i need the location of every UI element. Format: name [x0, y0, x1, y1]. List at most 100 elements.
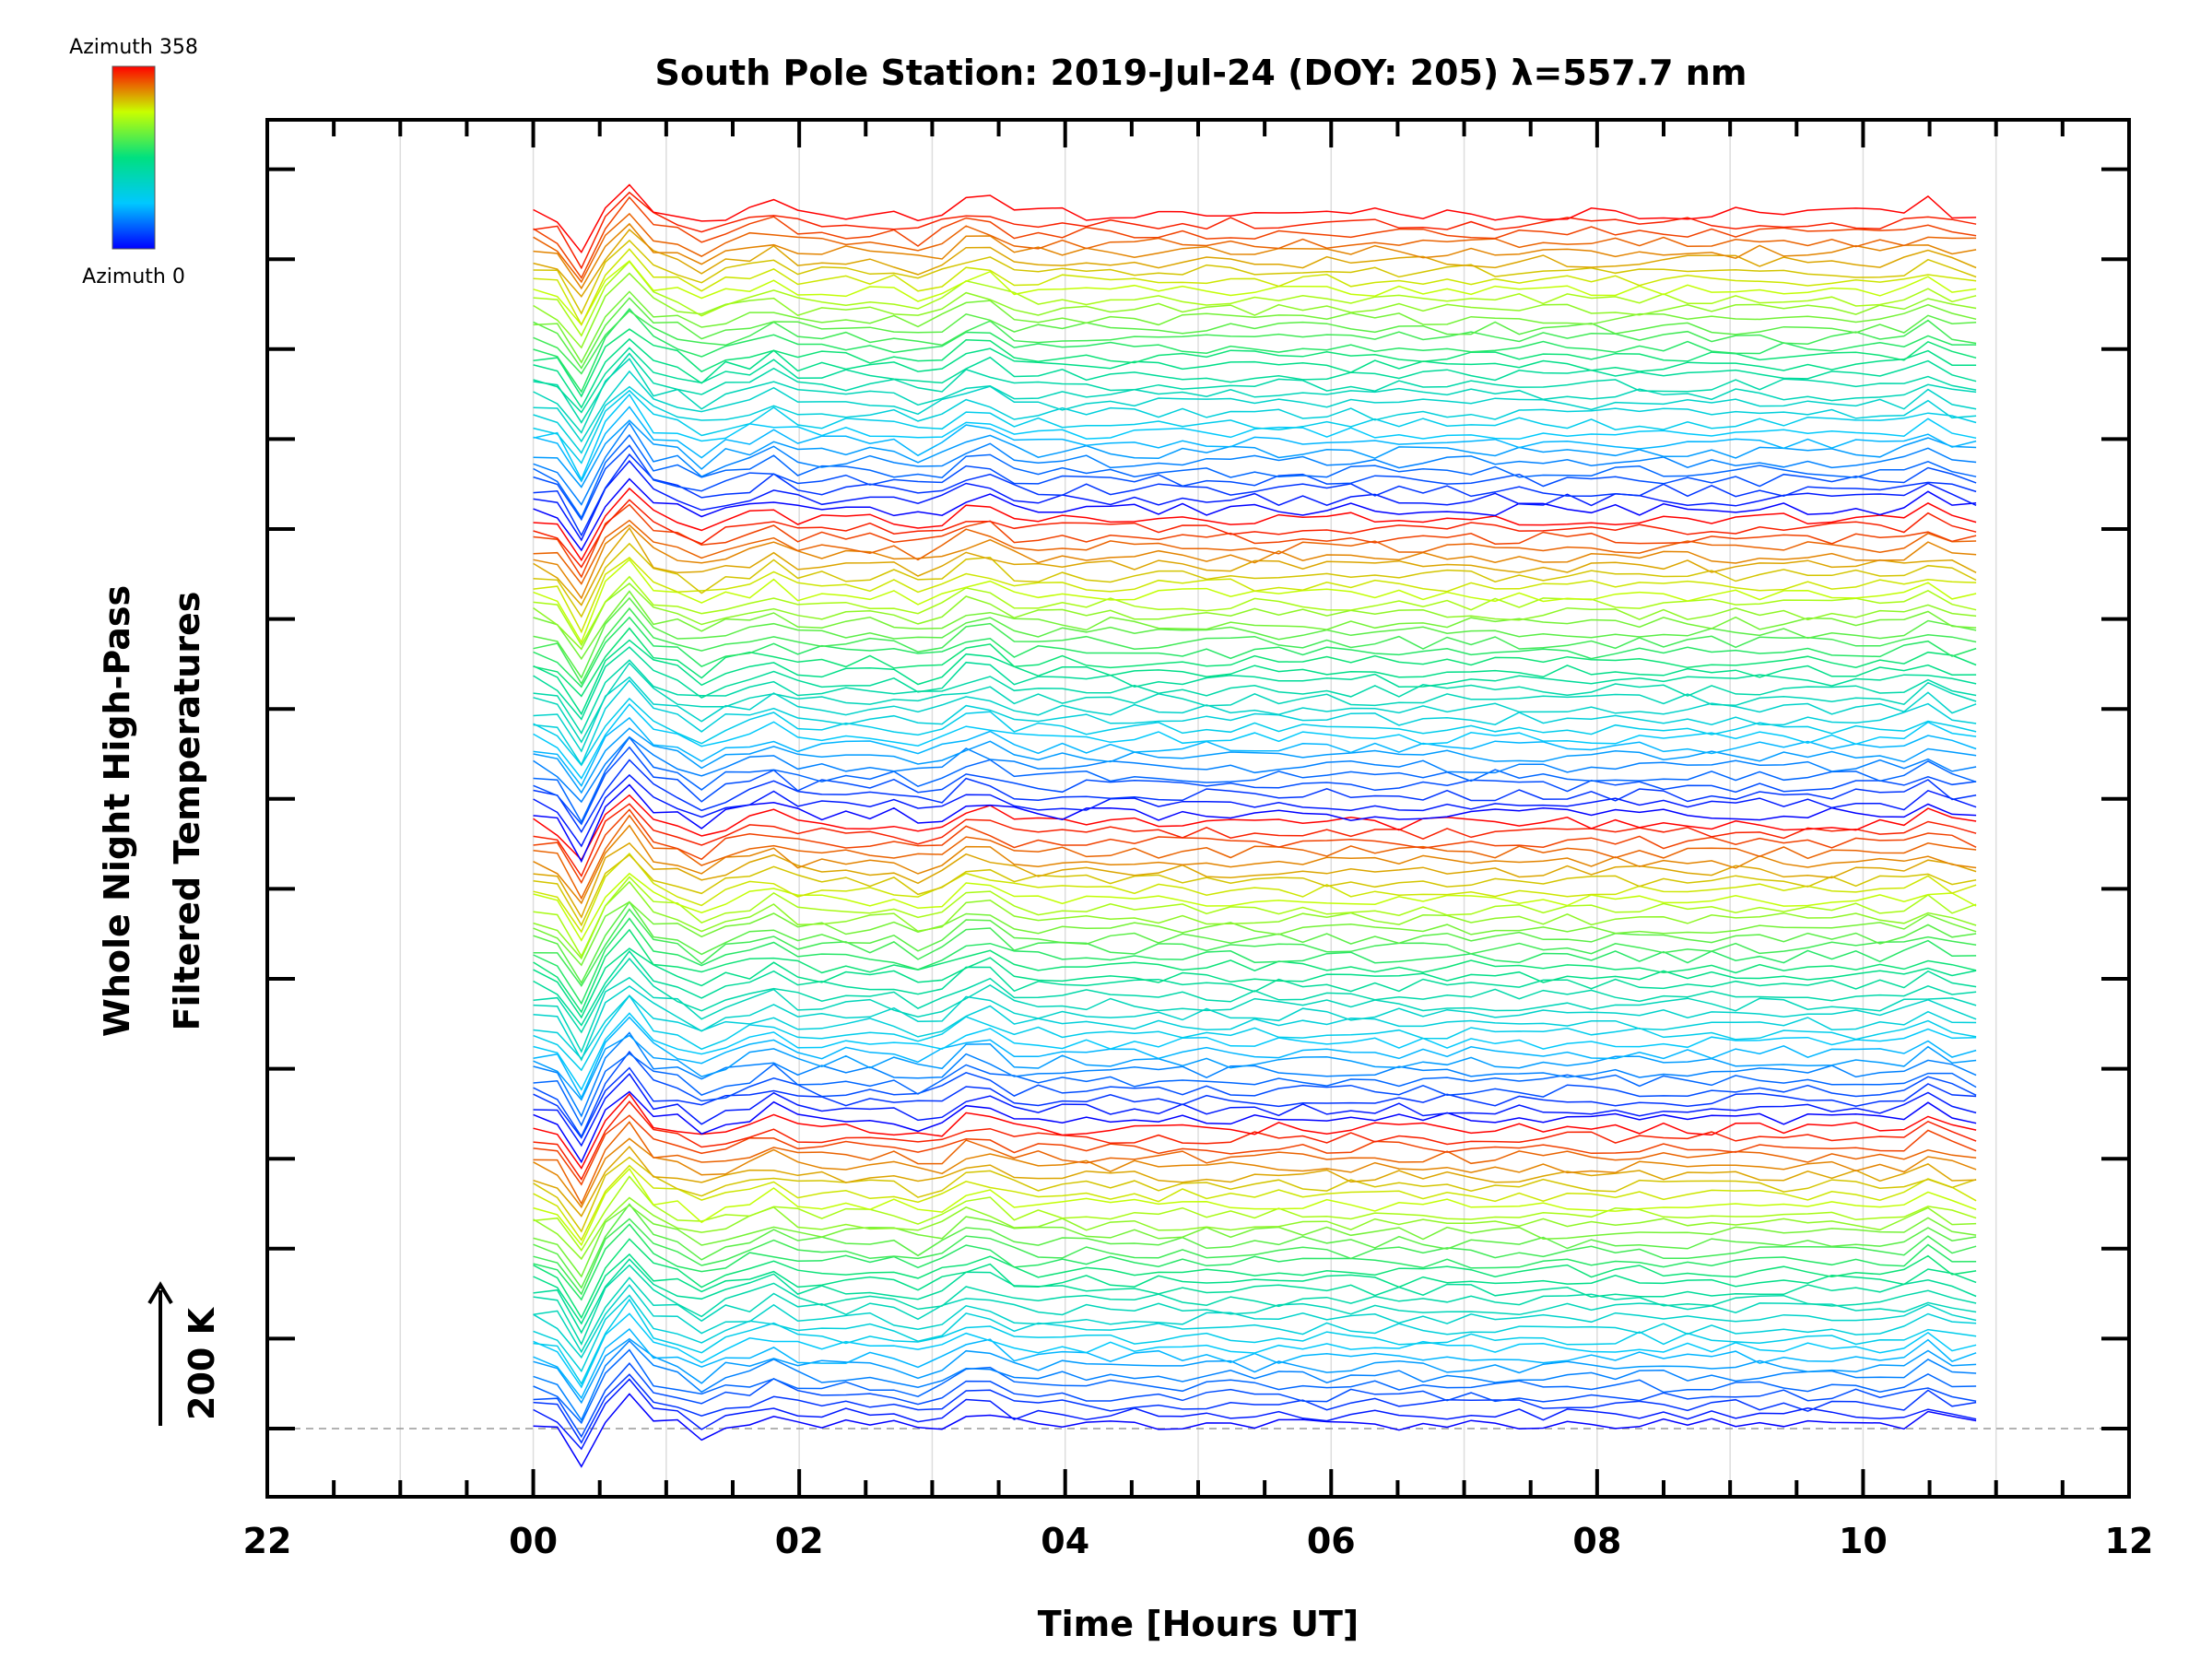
- series-line: [533, 949, 1977, 1027]
- series-line: [533, 183, 1977, 254]
- series-line: [533, 596, 1977, 679]
- series-line: [533, 794, 1977, 862]
- y-axis-label-line1: Whole Night High-Pass: [97, 585, 137, 1037]
- x-tick-label: 08: [1572, 1521, 1621, 1561]
- series-line: [533, 783, 1977, 864]
- series-line: [533, 957, 1977, 1034]
- series-line: [533, 606, 1977, 686]
- series-line: [533, 272, 1977, 349]
- series-line: [533, 370, 1977, 443]
- series-line: [533, 1348, 1977, 1425]
- series-line: [533, 1031, 1977, 1118]
- series-line: [533, 460, 1977, 542]
- series-line: [533, 519, 1977, 585]
- series-line: [533, 947, 1977, 1019]
- series-line: [533, 880, 1977, 960]
- series-line: [533, 1339, 1977, 1422]
- x-tick-labels: 22 00 02 04 06 08 10 12: [243, 1521, 2154, 1561]
- series-line: [533, 239, 1977, 315]
- series-line: [533, 195, 1977, 279]
- series-line: [533, 590, 1977, 661]
- series-line: [533, 773, 1977, 848]
- series-line: [533, 1277, 1977, 1354]
- series-line: [533, 191, 1977, 270]
- series-line: [533, 917, 1977, 1006]
- series-line: [533, 639, 1977, 716]
- series-line: [533, 900, 1977, 967]
- series-group: [533, 183, 1977, 1468]
- series-line: [533, 1298, 1977, 1385]
- series-line: [533, 1100, 1977, 1182]
- series-line: [533, 542, 1977, 618]
- x-tick-label: 04: [1041, 1521, 1089, 1561]
- series-line: [533, 1066, 1977, 1139]
- x-tick-label: 02: [775, 1521, 824, 1561]
- series-line: [533, 852, 1977, 934]
- series-line: [533, 1393, 1977, 1468]
- series-line: [533, 676, 1977, 753]
- series-line: [533, 727, 1977, 794]
- series-line: [533, 841, 1977, 919]
- x-tick-label: 22: [243, 1521, 292, 1561]
- series-line: [533, 248, 1977, 327]
- scale-label: 200 K: [182, 1306, 222, 1420]
- series-line: [533, 1218, 1977, 1296]
- series-line: [533, 393, 1977, 481]
- series-line: [533, 679, 1977, 767]
- series-line: [533, 575, 1977, 647]
- series-line: [533, 872, 1977, 942]
- x-tick-label: 06: [1307, 1521, 1356, 1561]
- series-line: [533, 1053, 1977, 1127]
- series-line: [533, 853, 1977, 927]
- series-line: [533, 928, 1977, 1014]
- series-line: [533, 526, 1977, 606]
- series-line: [533, 662, 1977, 744]
- series-line: [533, 1223, 1977, 1301]
- colorbar: [112, 65, 156, 250]
- x-axis-label: Time [Hours UT]: [1038, 1604, 1359, 1644]
- series-line: [533, 1238, 1977, 1320]
- series-line: [533, 985, 1977, 1062]
- series-line: [533, 1362, 1977, 1439]
- series-line: [533, 260, 1977, 337]
- series-line: [533, 524, 1977, 600]
- scale-arrow-head: [147, 1281, 173, 1305]
- series-line: [533, 477, 1977, 552]
- series-line: [533, 260, 1977, 326]
- series-line: [533, 582, 1977, 651]
- series-line: [533, 876, 1977, 959]
- series-line: [533, 433, 1977, 520]
- series-line: [533, 803, 1977, 878]
- axis-ticks: [265, 120, 2131, 1497]
- series-line: [533, 406, 1977, 483]
- series-line: [533, 1114, 1977, 1186]
- series-line: [533, 499, 1977, 569]
- series-line: [533, 1050, 1977, 1138]
- series-line: [533, 1253, 1977, 1325]
- series-line: [533, 1145, 1977, 1218]
- series-line: [533, 1312, 1977, 1389]
- series-line: [533, 421, 1977, 506]
- x-tick-label: 12: [2105, 1521, 2154, 1561]
- series-line: [533, 358, 1977, 434]
- series-line: [533, 1294, 1977, 1373]
- series-line: [533, 1137, 1977, 1209]
- series-line: [533, 503, 1977, 579]
- series-line: [533, 307, 1977, 394]
- x-tick-label: 00: [509, 1521, 558, 1561]
- series-line: [533, 994, 1977, 1072]
- series-line: [533, 352, 1977, 424]
- series-line: [533, 1378, 1977, 1451]
- series-line: [533, 222, 1977, 290]
- series-line: [533, 1373, 1977, 1444]
- series-line: [533, 697, 1977, 767]
- series-line: [533, 487, 1977, 562]
- series-line: [533, 1073, 1977, 1147]
- series-line: [533, 444, 1977, 522]
- series-line: [533, 1204, 1977, 1278]
- series-line: [533, 994, 1977, 1060]
- series-line: [533, 759, 1977, 834]
- series-line: [533, 229, 1977, 299]
- series-line: [533, 1090, 1977, 1164]
